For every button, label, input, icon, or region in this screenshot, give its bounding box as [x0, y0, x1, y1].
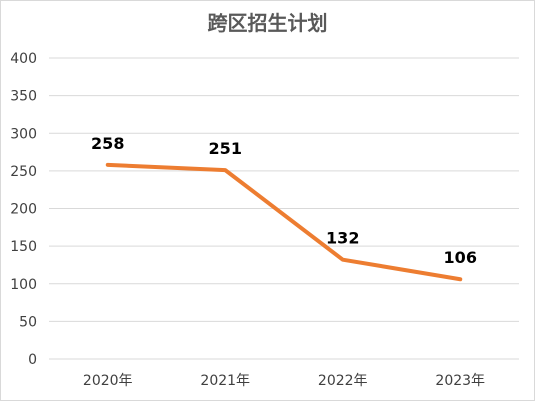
chart-title: 跨区招生计划 [207, 11, 328, 35]
data-labels: 258 251 132 106 [91, 134, 477, 267]
x-tick-label: 2021年 [200, 373, 250, 389]
y-tick-label: 300 [10, 126, 37, 142]
data-label: 106 [444, 248, 477, 267]
data-label: 132 [326, 229, 359, 248]
x-tick-label: 2022年 [318, 373, 368, 389]
y-tick-label: 50 [19, 314, 37, 330]
data-label: 258 [91, 134, 124, 153]
y-tick-label: 200 [10, 202, 37, 218]
data-label: 251 [209, 139, 242, 158]
x-axis-ticks: 2020年 2021年 2022年 2023年 [83, 373, 485, 389]
y-tick-label: 400 [10, 51, 37, 67]
y-tick-label: 150 [10, 239, 37, 255]
y-tick-label: 0 [28, 352, 37, 368]
series-line [105, 162, 463, 282]
x-tick-label: 2023年 [435, 373, 485, 389]
y-tick-label: 100 [10, 277, 37, 293]
series-group [105, 162, 463, 282]
y-tick-label: 250 [10, 164, 37, 180]
gridlines [49, 57, 519, 360]
y-tick-label: 350 [10, 89, 37, 105]
y-axis-ticks: 0 50 100 150 200 250 300 350 400 [10, 51, 37, 368]
x-tick-label: 2020年 [83, 373, 133, 389]
